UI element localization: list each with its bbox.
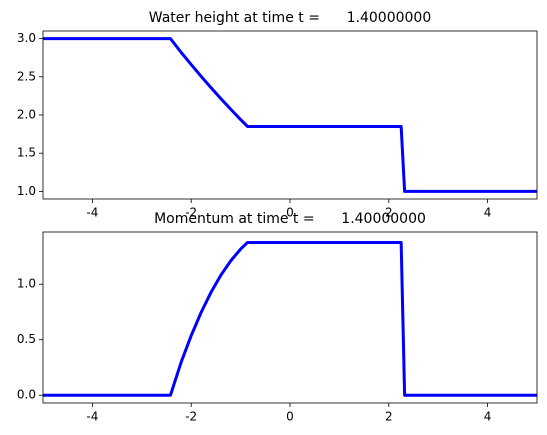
y-tick-label: 1.5 bbox=[17, 146, 36, 160]
y-tick-label: 1.0 bbox=[17, 184, 36, 198]
x-tick-label: -2 bbox=[185, 410, 197, 424]
x-tick-label: 0 bbox=[286, 206, 294, 220]
x-tick-label: -4 bbox=[86, 206, 98, 220]
axes-frame bbox=[42, 231, 538, 404]
y-tick-label: 1.0 bbox=[17, 277, 36, 291]
x-tick-label: 0 bbox=[286, 410, 294, 424]
x-tick-label: -2 bbox=[185, 206, 197, 220]
chart-title: Water height at time t = 1.40000000 bbox=[149, 10, 432, 26]
x-tick-label: 4 bbox=[484, 410, 492, 424]
y-tick-label: 3.0 bbox=[17, 31, 36, 45]
data-line bbox=[43, 37, 537, 193]
data-line bbox=[43, 240, 537, 397]
chart-title: Momentum at time t = 1.40000000 bbox=[154, 211, 426, 227]
y-tick-label: 2.0 bbox=[17, 108, 36, 122]
y-tick-label: 0.5 bbox=[17, 332, 36, 346]
x-tick-label: 4 bbox=[484, 206, 492, 220]
y-tick-label: 0.0 bbox=[17, 388, 36, 402]
axes-frame bbox=[42, 30, 538, 200]
x-tick-label: 2 bbox=[385, 410, 393, 424]
y-tick-label: 2.5 bbox=[17, 69, 36, 83]
x-tick-label: 2 bbox=[385, 206, 393, 220]
x-tick-label: -4 bbox=[86, 410, 98, 424]
